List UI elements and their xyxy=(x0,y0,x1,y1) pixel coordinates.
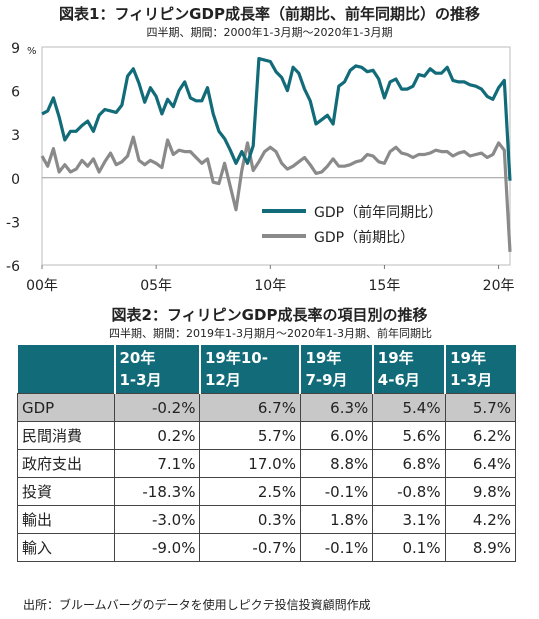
table-cell: 6.2% xyxy=(444,421,517,450)
row-label: 民間消費 xyxy=(17,421,115,450)
legend-label-1: GDP（前期比） xyxy=(314,229,414,246)
header-col-3: 19年 4-6月 xyxy=(371,345,446,394)
chart1-title: 図表1：フィリピンGDP成長率（前期比、前年同期比）の推移 xyxy=(59,5,480,23)
header-col-0: 20年 1-3月 xyxy=(113,345,200,394)
header-col-2-line2: 7-9月 xyxy=(305,371,348,389)
header-blank xyxy=(17,345,115,394)
table-cell: 1.8% xyxy=(299,505,374,534)
table-cell: 8.9% xyxy=(444,533,517,562)
table-row-exports: 輸出 -3.0% 0.3% 1.8% 3.1% 4.2% xyxy=(17,505,517,534)
table-cell: 5.7% xyxy=(199,421,301,450)
header-col-0-line2: 1-3月 xyxy=(119,371,162,389)
table-cell: 5.7% xyxy=(444,393,517,422)
header-col-4-line1: 19年 xyxy=(450,349,486,367)
row-label: 政府支出 xyxy=(17,449,115,478)
y-tick-label: 6 xyxy=(11,85,20,101)
series-line-1 xyxy=(40,135,512,252)
header-col-3-line1: 19年 xyxy=(377,349,414,367)
y-tick-label: 3 xyxy=(11,128,20,144)
gdp-line-chart: 9 6 3 0 -3 -6% 00年 05年 10年 15年 20年 GDP（前年同期比） GDP（前期… xyxy=(6,41,515,294)
table-cell: 6.8% xyxy=(372,449,446,478)
table-row-gdp: GDP -0.2% 6.7% 6.3% 5.4% 5.7% xyxy=(17,393,517,422)
header-col-3-line2: 4-6月 xyxy=(377,371,420,389)
table-cell: 6.4% xyxy=(444,449,517,478)
table-cell: 0.1% xyxy=(372,533,446,562)
table-cell: -0.8% xyxy=(372,477,446,506)
chart2-subtitle: 四半期、期間：2019年1-3月期月～2020年1-3月期、前年同期比 xyxy=(109,327,432,340)
header-col-4: 19年 1-3月 xyxy=(444,345,516,394)
y-unit-label: % xyxy=(27,46,37,57)
table-cell: 5.6% xyxy=(372,421,446,450)
y-tick-label: 9 xyxy=(11,41,20,57)
x-tick-label: 00年 xyxy=(26,278,58,294)
x-tick-label: 10年 xyxy=(254,278,286,294)
table-cell: 0.3% xyxy=(199,505,301,534)
legend-label-0: GDP（前年同期比） xyxy=(314,204,442,221)
table-cell: 4.2% xyxy=(444,505,517,534)
header-col-1: 19年10- 12月 xyxy=(198,345,301,394)
header-col-2: 19年 7-9月 xyxy=(299,345,373,394)
table-cell: 17.0% xyxy=(199,449,301,478)
row-label: 輸出 xyxy=(17,505,115,534)
table-cell: 6.3% xyxy=(299,393,374,422)
x-tick-label: 05年 xyxy=(140,278,172,294)
header-col-1-line2: 12月 xyxy=(204,371,241,389)
table-cell: 5.4% xyxy=(372,393,446,422)
table-cell: 8.8% xyxy=(299,449,374,478)
table-row-consumption: 民間消費 0.2% 5.7% 6.0% 5.6% 6.2% xyxy=(17,421,517,450)
row-label: GDP xyxy=(17,393,115,422)
chart1-subtitle: 四半期、期間：2000年1-3月期～2020年1-3月期 xyxy=(146,26,393,39)
table-cell: -0.1% xyxy=(299,533,374,562)
x-tick-label: 15年 xyxy=(369,278,401,294)
table-cell: -0.2% xyxy=(113,393,201,422)
y-tick-label: -3 xyxy=(6,215,20,231)
header-col-4-line2: 1-3月 xyxy=(450,371,493,389)
table-cell: -0.1% xyxy=(299,477,374,506)
source-note: 出所：ブルームバーグのデータを使用しピクテ投信投資顧問作成 xyxy=(23,598,371,612)
gdp-components-table: 20年 1-3月 19年10- 12月 19年 7-9月 19年 4-6月 19年 1-3… xyxy=(17,345,517,562)
table-cell: 2.5% xyxy=(199,477,301,506)
x-tick-label: 20年 xyxy=(483,278,515,294)
table-header-row: 20年 1-3月 19年10- 12月 19年 7-9月 19年 4-6月 19年 1-3… xyxy=(17,345,516,394)
table-cell: -0.7% xyxy=(199,533,301,562)
table-cell: 0.2% xyxy=(113,421,201,450)
chart2-title: 図表2：フィリピンGDP成長率の項目別の推移 xyxy=(111,306,428,324)
table-cell: -3.0% xyxy=(113,505,201,534)
series-line-0 xyxy=(41,57,512,181)
table-cell: 6.0% xyxy=(299,421,374,450)
table-row-government: 政府支出 7.1% 17.0% 8.8% 6.8% 6.4% xyxy=(17,449,517,478)
table-row-investment: 投資 -18.3% 2.5% -0.1% -0.8% 9.8% xyxy=(17,477,517,506)
y-tick-label: -6 xyxy=(6,259,20,275)
table-cell: -18.3% xyxy=(113,477,201,506)
table-cell: -9.0% xyxy=(113,533,201,562)
header-col-2-line1: 19年 xyxy=(305,349,342,367)
table-cell: 6.7% xyxy=(199,393,301,422)
header-col-0-line1: 20年 xyxy=(119,349,156,367)
table-cell: 9.8% xyxy=(444,477,517,506)
table-cell: 3.1% xyxy=(372,505,446,534)
header-col-1-line1: 19年10- xyxy=(204,349,268,367)
table-row-imports: 輸入 -9.0% -0.7% -0.1% 0.1% 8.9% xyxy=(17,533,517,562)
table-cell: 7.1% xyxy=(113,449,201,478)
row-label: 輸入 xyxy=(17,533,115,562)
y-tick-label: 0 xyxy=(11,172,20,188)
row-label: 投資 xyxy=(17,477,115,506)
